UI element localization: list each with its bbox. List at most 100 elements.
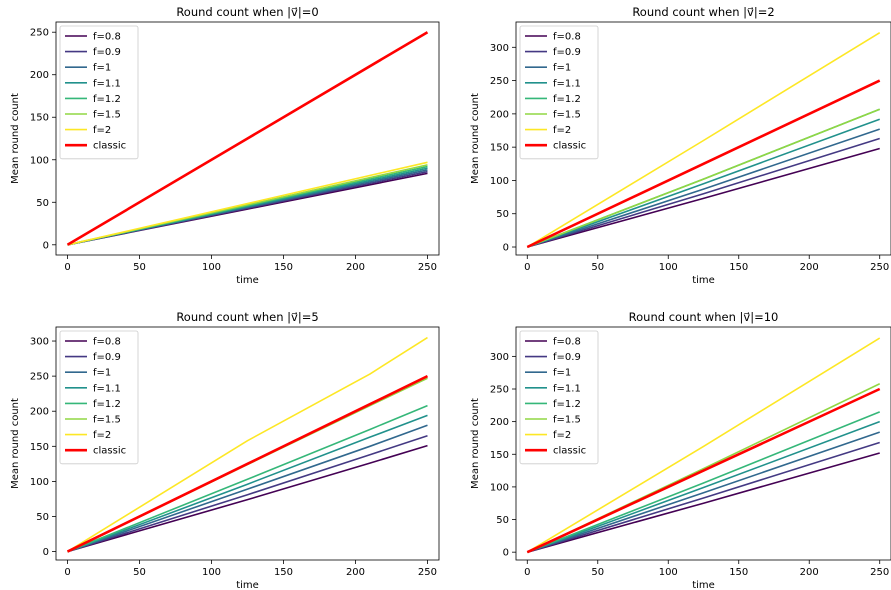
x-tick-label: 150: [274, 567, 293, 578]
series-group: [526, 337, 881, 554]
series-line-f-0-8: [527, 147, 880, 248]
legend-label: f=2: [93, 430, 111, 441]
y-tick-label: 300: [490, 43, 509, 54]
y-tick-label: 150: [30, 442, 49, 453]
y-tick-label: 250: [490, 385, 509, 396]
chart-title: Round count when |v⃗|=2: [632, 5, 774, 19]
y-tick-label: 100: [490, 176, 509, 187]
axes-frame: [55, 21, 440, 256]
legend-label: f=1: [553, 368, 571, 379]
y-tick-label: 250: [490, 76, 509, 87]
y-tick-label: 0: [43, 240, 49, 251]
legend-label: f=0.9: [93, 47, 121, 58]
series-line-f-2: [67, 161, 428, 246]
legend-label: f=1.1: [93, 78, 121, 89]
y-tick-label: 0: [503, 243, 509, 254]
x-tick-label: 0: [524, 262, 530, 273]
legend-label: classic: [553, 141, 586, 152]
series-group: [526, 31, 881, 249]
x-tick-label: 50: [591, 567, 604, 578]
subplot-1: Round count when |v⃗|=0 0 50 100 150 200 250 0 5…: [10, 5, 440, 286]
x-tick-label: 200: [800, 262, 819, 273]
legend-label: f=0.8: [93, 337, 121, 348]
y-tick-label: 300: [490, 352, 509, 363]
legend-label: f=0.8: [553, 32, 581, 43]
legend-label: f=2: [93, 125, 111, 136]
legend-label: f=1.5: [553, 110, 581, 121]
y-tick-label: 100: [490, 482, 509, 493]
x-tick-label: 100: [659, 567, 678, 578]
y-tick-label: 50: [36, 198, 49, 209]
legend: f=0.8 f=0.9 f=1 f=1.1 f=1.2 f=1.5 f=2 classic: [519, 25, 599, 160]
legend-frame: [519, 25, 599, 160]
y-axis-label: Mean round count: [470, 93, 481, 184]
legend-label: classic: [553, 446, 586, 457]
y-axis-label: Mean round count: [10, 398, 21, 489]
series-line-classic: [66, 31, 429, 246]
series-line-classic: [526, 79, 881, 249]
axes-frame: [515, 326, 891, 561]
x-tick-label: 50: [133, 262, 146, 273]
x-tick-label: 250: [870, 567, 889, 578]
legend-frame: [519, 330, 599, 465]
x-tick-label: 150: [274, 262, 293, 273]
series-line-f-0-9: [527, 137, 880, 248]
chart-title: Round count when |v⃗|=5: [176, 310, 318, 324]
legend-label: f=0.9: [553, 352, 581, 363]
series-line-f-1-2: [67, 404, 428, 553]
series-line-f-2: [526, 31, 881, 248]
legend: f=0.8 f=0.9 f=1 f=1.1 f=1.2 f=1.5 f=2 classic: [59, 25, 139, 160]
axes-frame: [515, 21, 891, 256]
y-tick-label: 0: [43, 547, 49, 558]
series-line-f-2: [526, 337, 881, 553]
series-line-classic: [526, 387, 881, 554]
x-axis-label: time: [236, 580, 259, 590]
series-line-f-1-2: [526, 411, 881, 553]
legend-label: f=2: [553, 125, 571, 136]
y-tick-label: 150: [490, 450, 509, 461]
x-tick-label: 250: [418, 567, 437, 578]
y-tick-label: 250: [30, 372, 49, 383]
series-line-f-1: [67, 424, 428, 553]
x-tick-label: 50: [133, 567, 146, 578]
legend-label: f=1.2: [553, 399, 581, 410]
chart-title: Round count when |v⃗|=0: [176, 5, 318, 19]
legend-label: f=1.1: [553, 383, 581, 394]
x-tick-label: 200: [346, 567, 365, 578]
series-line-f-1: [527, 128, 880, 248]
legend-frame: [59, 330, 139, 465]
legend-label: f=1.5: [93, 415, 121, 426]
x-tick-label: 150: [729, 262, 748, 273]
x-axis-label: time: [692, 580, 715, 590]
series-line-f-0-8: [67, 444, 428, 553]
legend-label: classic: [93, 141, 126, 152]
legend-frame: [59, 25, 139, 160]
legend: f=0.8 f=0.9 f=1 f=1.1 f=1.2 f=1.5 f=2 classic: [59, 330, 139, 465]
legend-label: f=0.8: [553, 337, 581, 348]
series-line-f-2: [67, 336, 428, 553]
x-tick-label: 200: [800, 567, 819, 578]
y-tick-label: 100: [30, 477, 49, 488]
series-line-f-1-1: [67, 414, 428, 553]
y-tick-label: 200: [490, 417, 509, 428]
series-line-f-1: [527, 431, 880, 553]
series-line-classic: [66, 374, 429, 553]
x-tick-label: 100: [202, 262, 221, 273]
subplot-2: Round count when |v⃗|=2 0 50 100 150 200 250 0 5…: [470, 5, 891, 286]
series-line-f-1-5: [526, 108, 881, 248]
x-tick-label: 250: [418, 262, 437, 273]
series-line-f-1-1: [527, 118, 880, 248]
y-tick-label: 50: [496, 209, 509, 220]
x-axis-label: time: [692, 275, 715, 286]
y-tick-label: 0: [503, 548, 509, 559]
x-tick-label: 50: [591, 262, 604, 273]
x-axis-label: time: [236, 275, 259, 286]
legend-label: f=1.5: [553, 415, 581, 426]
y-tick-label: 300: [30, 337, 49, 348]
legend: f=0.8 f=0.9 f=1 f=1.1 f=1.2 f=1.5 f=2 classic: [519, 330, 599, 465]
series-line-f-0-9: [527, 441, 880, 553]
legend-label: f=1: [93, 368, 111, 379]
series-group: [66, 336, 429, 553]
y-axis-label: Mean round count: [470, 398, 481, 489]
y-tick-label: 50: [496, 515, 509, 526]
